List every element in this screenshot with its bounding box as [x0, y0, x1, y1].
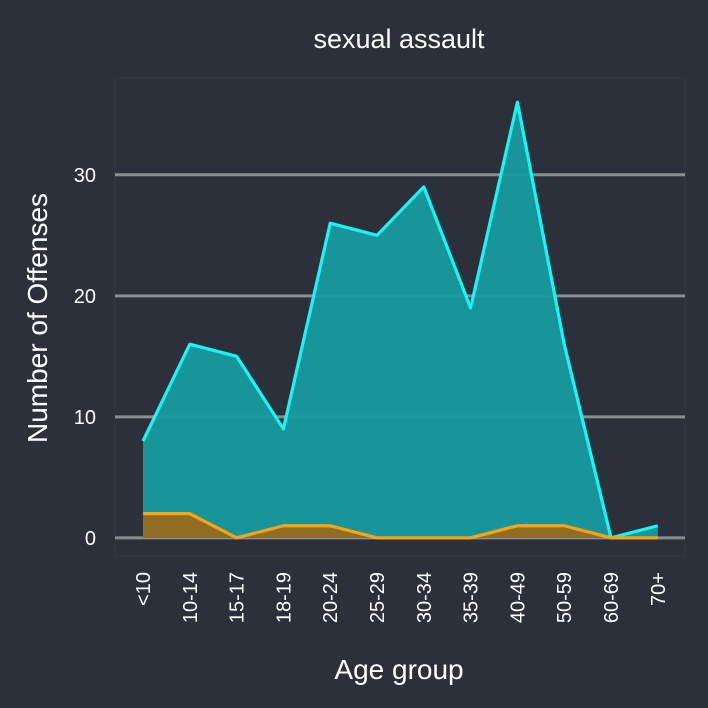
series-1-area [143, 513, 658, 538]
x-tick-label: 40-49 [507, 572, 529, 623]
x-tick-label: 60-69 [601, 572, 623, 623]
y-tick-label: 0 [85, 528, 96, 550]
y-tick-label: 30 [74, 165, 96, 187]
series-0-line [141, 100, 659, 540]
y-axis-title: Number of Offenses [22, 193, 53, 443]
x-axis-title: Age group [334, 654, 463, 685]
x-tick-label: 50-59 [554, 572, 576, 623]
x-tick-label: 10-14 [180, 572, 202, 623]
x-tick-label: 30-34 [414, 572, 436, 623]
x-axis-ticks: <10 10-14 15-17 18-19 20-24 25-29 30-34 35-39 40… [133, 572, 670, 623]
y-tick-label: 10 [74, 407, 96, 429]
series-1-line [143, 512, 658, 540]
x-tick-label: 20-24 [320, 572, 342, 623]
series-0-area [143, 102, 658, 538]
y-tick-label: 20 [74, 286, 96, 308]
x-tick-label: 18-19 [273, 572, 295, 623]
chart-title: sexual assault [313, 24, 485, 54]
x-tick-label: 15-17 [227, 572, 249, 623]
x-tick-label: 25-29 [367, 572, 389, 623]
y-axis-ticks: 0 10 20 30 [74, 165, 96, 550]
x-tick-label: 35-39 [461, 572, 483, 623]
series-areas [143, 102, 658, 538]
x-tick-label: 70+ [648, 572, 670, 606]
series-lines [141, 100, 659, 540]
x-tick-label: <10 [133, 572, 155, 606]
